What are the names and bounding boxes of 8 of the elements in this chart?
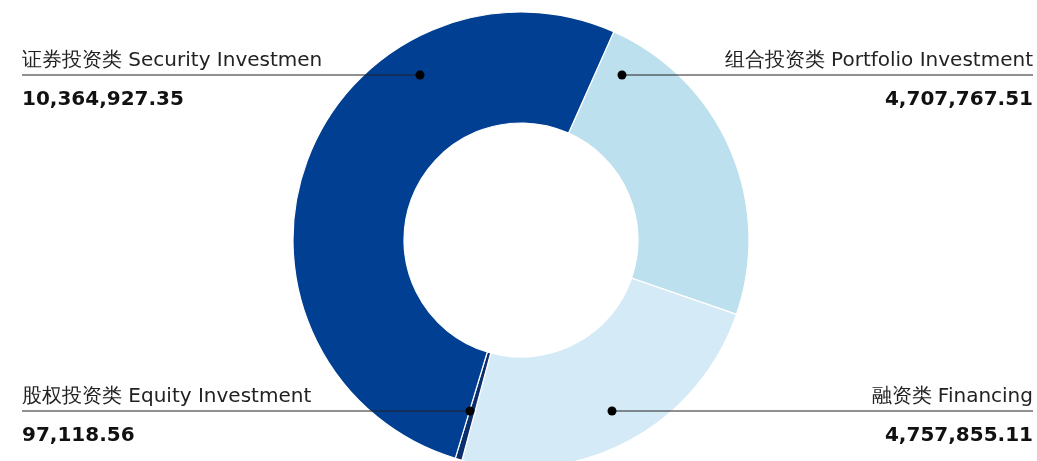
data-label: 97,118.56 bbox=[22, 422, 135, 446]
slice-label: 组合投资类 Portfolio Investment bbox=[724, 47, 1034, 71]
data-label: 4,707,767.51 bbox=[884, 86, 1033, 110]
slice-label: 证券投资类 Security Investmen bbox=[22, 47, 323, 71]
slice-label: 股权投资类 Equity Investment bbox=[22, 383, 312, 407]
data-label: 4,757,855.11 bbox=[884, 422, 1033, 446]
slice-label: 融资类 Financing bbox=[871, 383, 1033, 407]
data-label: 10,364,927.35 bbox=[22, 86, 184, 110]
